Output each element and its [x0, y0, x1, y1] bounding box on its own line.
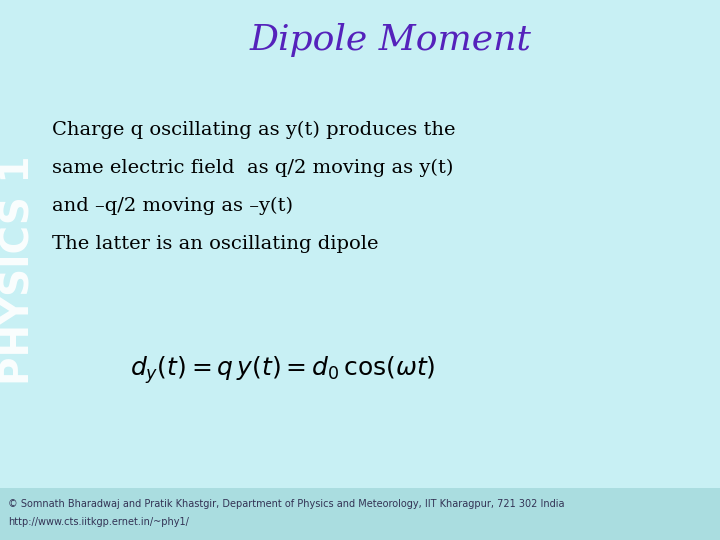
Text: Charge q oscillating as y(t) produces the: Charge q oscillating as y(t) produces th… — [52, 121, 456, 139]
Text: © Somnath Bharadwaj and Pratik Khastgir, Department of Physics and Meteorology, : © Somnath Bharadwaj and Pratik Khastgir,… — [8, 499, 564, 509]
Text: Dipole Moment: Dipole Moment — [249, 23, 531, 57]
Text: PHYSICS 1: PHYSICS 1 — [0, 156, 38, 384]
FancyBboxPatch shape — [0, 0, 38, 540]
Text: The latter is an oscillating dipole: The latter is an oscillating dipole — [52, 235, 379, 253]
FancyBboxPatch shape — [0, 488, 720, 540]
Text: http://www.cts.iitkgp.ernet.in/~phy1/: http://www.cts.iitkgp.ernet.in/~phy1/ — [8, 517, 189, 527]
Text: same electric field  as q/2 moving as y(t): same electric field as q/2 moving as y(t… — [52, 159, 454, 177]
Text: $d_y(t) = q\, y(t) = d_0\, \cos(\omega t)$: $d_y(t) = q\, y(t) = d_0\, \cos(\omega t… — [130, 354, 436, 386]
Text: and –q/2 moving as –y(t): and –q/2 moving as –y(t) — [52, 197, 293, 215]
